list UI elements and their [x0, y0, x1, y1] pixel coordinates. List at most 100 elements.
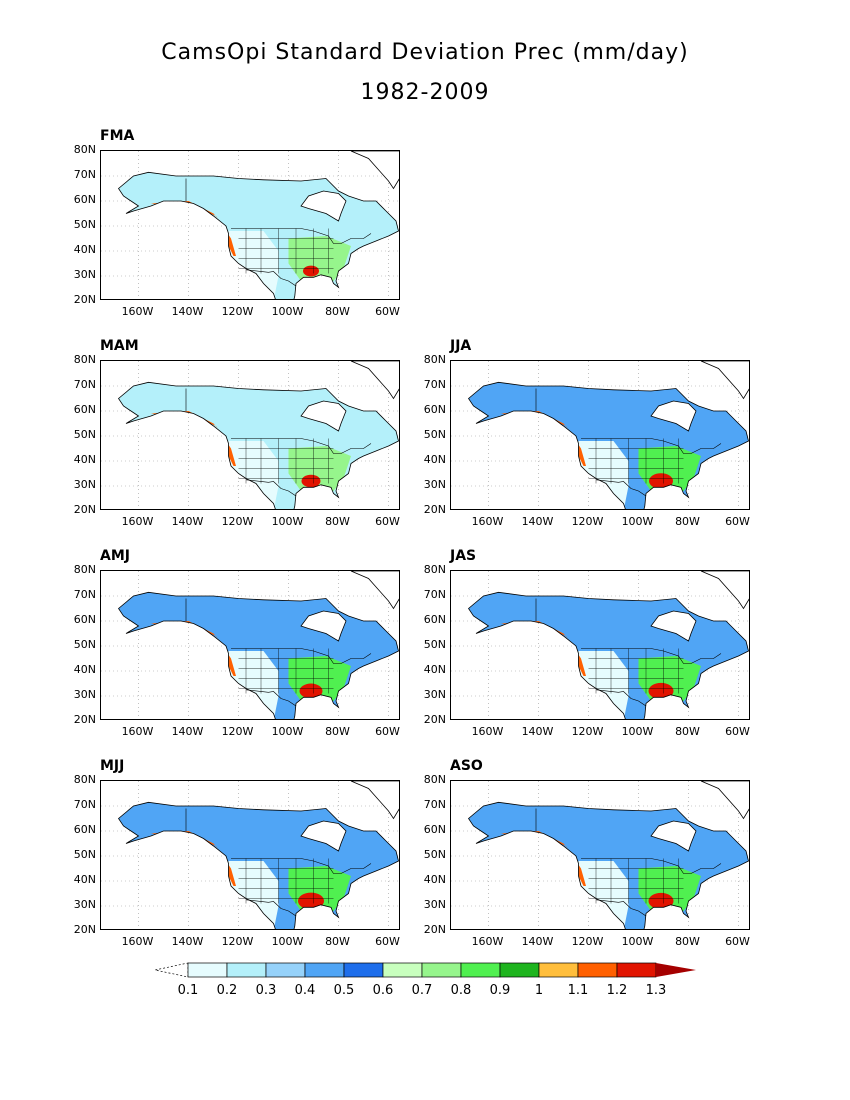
map-canvas — [101, 361, 399, 509]
lat-tick: 80N — [423, 773, 446, 786]
lat-tick: 30N — [423, 688, 446, 701]
field-max — [649, 473, 673, 489]
field-max — [299, 683, 323, 699]
panel-label-mam: MAM — [100, 338, 139, 354]
lon-tick: 60W — [725, 935, 750, 948]
lat-tick: 50N — [423, 848, 446, 861]
map-canvas — [101, 781, 399, 929]
us-mexico-border — [595, 479, 647, 497]
colorbar-label: 1 — [534, 983, 544, 998]
lon-tick: 140W — [171, 305, 204, 318]
figure-subtitle: 1982-2009 — [360, 80, 490, 105]
lon-tick: 160W — [471, 515, 504, 528]
colorbar-cell — [577, 962, 618, 978]
coastline — [117, 801, 399, 929]
lat-tick: 50N — [73, 848, 96, 861]
greenland — [700, 781, 749, 820]
colorbar — [154, 962, 696, 978]
hudson-bay — [300, 820, 347, 852]
lat-tick: 40N — [73, 873, 96, 886]
lat-tick: 40N — [73, 663, 96, 676]
colorbar-label: 1.3 — [645, 983, 667, 998]
colorbar-cell — [343, 962, 384, 978]
lat-tick: 30N — [423, 898, 446, 911]
lat-tick: 20N — [73, 923, 96, 936]
us-mexico-border — [245, 479, 297, 497]
map-canvas — [451, 571, 749, 719]
lat-tick: 80N — [73, 143, 96, 156]
field-dry-west — [578, 651, 629, 719]
map-canvas — [451, 781, 749, 929]
lat-tick: 50N — [423, 428, 446, 441]
lon-tick: 160W — [471, 725, 504, 738]
colorbar-cell — [382, 962, 423, 978]
lat-tick: 20N — [423, 503, 446, 516]
colorbar-label: 0.8 — [450, 983, 472, 998]
lon-tick: 120W — [221, 515, 254, 528]
field-max — [298, 892, 324, 910]
lon-tick: 160W — [121, 305, 154, 318]
lat-tick: 30N — [423, 478, 446, 491]
panel-label-fma: FMA — [100, 128, 135, 144]
colorbar-cell — [304, 962, 345, 978]
greenland — [700, 361, 749, 400]
colorbar-label: 0.2 — [216, 983, 238, 998]
lat-tick: 50N — [73, 218, 96, 231]
lon-tick: 60W — [375, 305, 400, 318]
lat-tick: 30N — [73, 478, 96, 491]
map-jas — [450, 570, 750, 720]
lat-tick: 40N — [423, 873, 446, 886]
lat-tick: 60N — [73, 613, 96, 626]
colorbar-label: 0.4 — [294, 983, 316, 998]
lon-tick: 120W — [221, 305, 254, 318]
map-fma — [100, 150, 400, 300]
lon-tick: 80W — [675, 725, 700, 738]
colorbar-label: 1.2 — [606, 983, 628, 998]
lat-tick: 20N — [423, 923, 446, 936]
lat-tick: 40N — [423, 453, 446, 466]
lon-tick: 60W — [375, 515, 400, 528]
colorbar-cell — [265, 962, 306, 978]
lat-tick: 80N — [73, 563, 96, 576]
map-canvas — [451, 361, 749, 509]
field-dry-west — [578, 861, 629, 929]
us-mexico-border — [245, 269, 297, 287]
lon-tick: 100W — [271, 515, 304, 528]
colorbar-label: 0.3 — [255, 983, 277, 998]
us-canada-border — [581, 858, 722, 874]
us-canada-border — [231, 648, 372, 664]
field-dry-west — [228, 231, 279, 299]
lat-tick: 30N — [73, 898, 96, 911]
lat-tick: 80N — [423, 353, 446, 366]
lat-tick: 40N — [73, 453, 96, 466]
lat-tick: 70N — [423, 798, 446, 811]
greenland — [350, 151, 399, 190]
us-canada-border — [581, 648, 722, 664]
lat-tick: 60N — [423, 403, 446, 416]
lon-tick: 160W — [121, 935, 154, 948]
lat-tick: 80N — [423, 563, 446, 576]
lon-tick: 140W — [521, 935, 554, 948]
lon-tick: 160W — [121, 725, 154, 738]
lon-tick: 100W — [271, 305, 304, 318]
map-canvas — [101, 151, 399, 299]
us-canada-border — [231, 228, 372, 244]
colorbar-label: 0.6 — [372, 983, 394, 998]
lat-tick: 50N — [73, 638, 96, 651]
colorbar-cell — [538, 962, 579, 978]
panel-label-aso: ASO — [450, 758, 483, 774]
us-canada-border — [581, 438, 722, 454]
lat-tick: 60N — [73, 403, 96, 416]
lat-tick: 70N — [423, 378, 446, 391]
lat-tick: 20N — [73, 293, 96, 306]
map-mam — [100, 360, 400, 510]
lon-tick: 60W — [725, 515, 750, 528]
lon-tick: 140W — [171, 935, 204, 948]
coastline — [117, 171, 399, 299]
lon-tick: 120W — [221, 725, 254, 738]
colorbar-label: 0.5 — [333, 983, 355, 998]
lat-tick: 50N — [423, 638, 446, 651]
lon-tick: 80W — [325, 935, 350, 948]
colorbar-cell — [616, 962, 657, 978]
lon-tick: 80W — [675, 935, 700, 948]
